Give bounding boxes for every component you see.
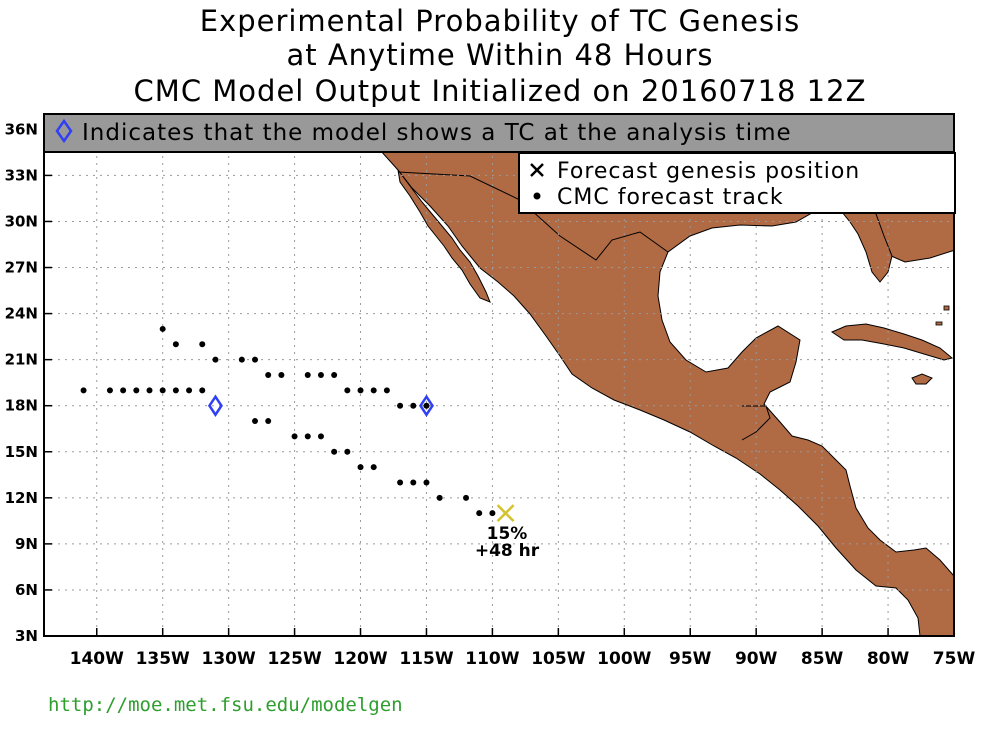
track-point <box>370 387 377 394</box>
track-point <box>397 402 404 409</box>
legend-box <box>518 152 956 214</box>
y-tick-label: 18N <box>5 397 38 415</box>
y-tick-label: 15N <box>5 443 38 461</box>
x-tick-label: 130W <box>202 649 256 669</box>
x-tick-label: 105W <box>531 649 585 669</box>
x-tick-label: 90W <box>735 649 778 669</box>
y-tick-label: 6N <box>15 581 38 599</box>
analysis-diamond-icon <box>207 394 223 417</box>
land-islet <box>943 305 950 311</box>
x-tick-label: 75W <box>933 649 976 669</box>
title-line-3: CMC Model Output Initialized on 20160718… <box>133 74 867 108</box>
track-point <box>265 418 272 425</box>
lead-time-label: +48 hr <box>475 541 540 561</box>
track-point <box>423 479 430 486</box>
footer-url[interactable]: http://moe.met.fsu.edu/modelgen <box>48 694 403 716</box>
track-point <box>265 372 272 378</box>
track-point <box>476 510 483 517</box>
genesis-x-icon <box>496 504 515 523</box>
land-mainland <box>378 149 954 636</box>
track-point <box>120 387 127 394</box>
x-tick-label: 80W <box>867 649 910 669</box>
track-point <box>159 325 166 332</box>
track-point <box>344 448 351 455</box>
analysis-positions <box>207 394 434 417</box>
y-tick-label: 21N <box>5 351 38 369</box>
track-point <box>238 356 245 363</box>
y-tick-label: 27N <box>5 259 38 277</box>
analysis-banner <box>43 113 955 153</box>
x-tick-label: 95W <box>669 649 712 669</box>
land-cuba <box>830 323 954 361</box>
dot-marker-icon <box>533 192 541 200</box>
x-marker-icon <box>530 163 544 177</box>
x-tick-label: 125W <box>267 649 321 669</box>
track-point <box>252 418 259 425</box>
track-point <box>436 494 443 501</box>
track-point <box>199 387 206 394</box>
y-tick-label: 24N <box>5 305 38 323</box>
track-point <box>133 387 140 394</box>
track-point <box>304 433 311 440</box>
land-baja <box>397 169 491 303</box>
map: 140W 135W 130W 125W 120W 115W 110W 105W 100W 95W 9… <box>5 113 976 669</box>
y-tick-label: 33N <box>5 166 38 184</box>
track-point <box>278 372 285 378</box>
title-line-1: Experimental Probability of TC Genesis <box>199 4 801 38</box>
track-point <box>423 402 430 409</box>
x-tick-label: 100W <box>597 649 651 669</box>
y-tick-label: 9N <box>15 535 38 553</box>
track-point <box>344 387 351 394</box>
analysis-diamond-icon <box>418 394 434 417</box>
y-tick-label: 36N <box>5 120 38 138</box>
banner-text: Indicates that the model shows a TC at t… <box>82 120 792 146</box>
x-tick-label: 135W <box>136 649 190 669</box>
x-tick-label: 120W <box>333 649 387 669</box>
track-point <box>252 356 259 363</box>
track-point <box>410 479 417 486</box>
track-point <box>357 464 364 471</box>
track-point <box>317 433 324 440</box>
land-layer <box>378 149 954 636</box>
border-us-mexico <box>397 171 669 261</box>
track-point <box>172 341 179 348</box>
track-point <box>106 387 113 394</box>
y-tick-label: 12N <box>5 489 38 507</box>
x-tick-label: 140W <box>70 649 124 669</box>
track-point <box>317 372 324 378</box>
track-point <box>172 387 179 394</box>
track-point <box>186 387 193 394</box>
axis-ticks: 140W 135W 130W 125W 120W 115W 110W 105W 100W 95W 9… <box>5 120 976 669</box>
track-point <box>463 494 470 501</box>
land-jamaica <box>911 373 933 385</box>
track-point <box>304 372 311 378</box>
track-point <box>199 341 206 348</box>
track-point <box>146 387 153 394</box>
probability-label: 15% <box>487 524 528 544</box>
banner-diamond-icon <box>55 118 73 144</box>
track-point <box>397 479 404 486</box>
track-point <box>410 402 417 409</box>
x-tick-label: 85W <box>801 649 844 669</box>
track-point <box>383 387 390 394</box>
track-point <box>159 387 166 394</box>
track-point <box>291 433 298 440</box>
track-point <box>331 372 338 378</box>
track-point <box>331 448 338 455</box>
track-point <box>212 356 219 363</box>
genesis-marker <box>496 504 515 523</box>
track-point <box>489 510 496 517</box>
title-line-2: at Anytime Within 48 Hours <box>286 38 714 72</box>
y-tick-label: 30N <box>5 212 38 230</box>
y-tick-label: 3N <box>15 627 38 645</box>
x-tick-label: 110W <box>465 649 519 669</box>
legend-genesis-label: Forecast genesis position <box>557 159 860 184</box>
track-point <box>357 387 364 394</box>
land-bahamas <box>935 321 943 326</box>
track-point <box>370 464 377 471</box>
x-tick-label: 115W <box>399 649 453 669</box>
legend-track-label: CMC forecast track <box>557 185 784 210</box>
forecast-track <box>80 325 496 517</box>
track-point <box>80 387 87 394</box>
